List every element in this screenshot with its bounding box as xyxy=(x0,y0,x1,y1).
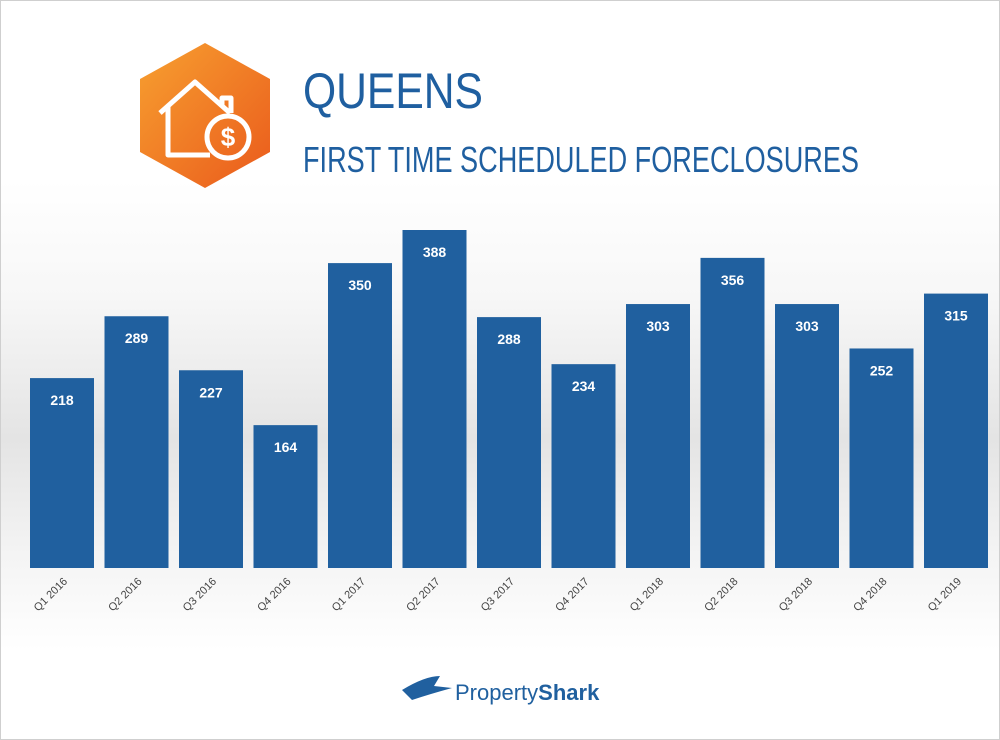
svg-text:$: $ xyxy=(221,122,236,152)
value-label: 315 xyxy=(944,308,968,324)
bar xyxy=(104,316,169,568)
chart-subtitle: FIRST TIME SCHEDULED FORECLOSURES xyxy=(303,139,859,180)
brand-text: PropertyShark xyxy=(455,680,600,705)
bar xyxy=(328,263,392,568)
value-label: 303 xyxy=(795,318,819,334)
value-label: 388 xyxy=(423,244,447,260)
value-label: 218 xyxy=(50,392,74,408)
value-label: 288 xyxy=(497,331,521,347)
bar xyxy=(924,293,988,568)
value-label: 164 xyxy=(274,439,298,455)
value-label: 289 xyxy=(125,330,149,346)
bar xyxy=(253,425,318,568)
bar xyxy=(30,378,94,568)
bar xyxy=(700,257,765,568)
brand-logo: PropertyShark xyxy=(402,676,600,705)
bar xyxy=(849,348,914,568)
value-label: 356 xyxy=(721,272,745,288)
bar xyxy=(477,317,541,568)
logo-icon: $ xyxy=(140,43,270,188)
value-label: 350 xyxy=(348,277,372,293)
bar xyxy=(775,304,839,568)
bar xyxy=(551,364,616,568)
value-label: 227 xyxy=(199,384,223,400)
value-label: 303 xyxy=(646,318,670,334)
bar xyxy=(626,304,690,568)
brand-light: Property xyxy=(455,680,538,705)
bar xyxy=(402,230,467,568)
bar xyxy=(179,370,243,568)
chart-title: QUEENS xyxy=(303,63,483,119)
value-label: 234 xyxy=(572,378,596,394)
brand-bold: Shark xyxy=(538,680,600,705)
value-label: 252 xyxy=(870,362,894,378)
